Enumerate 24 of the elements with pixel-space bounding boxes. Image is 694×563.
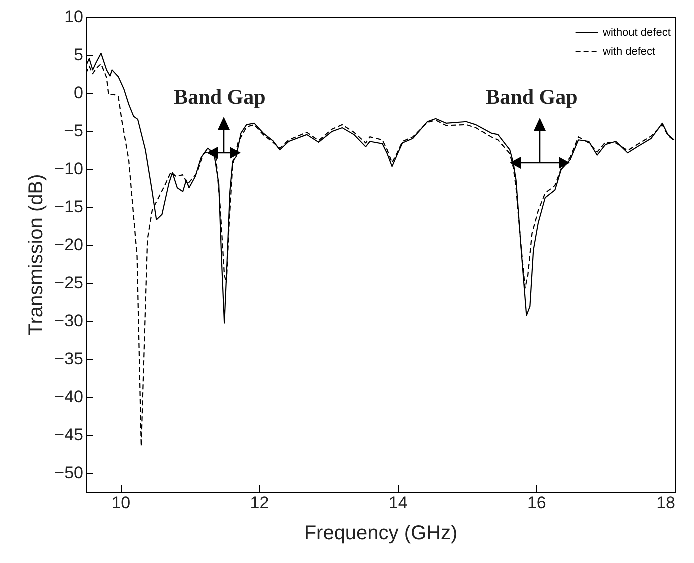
y-tick-label: −30 xyxy=(54,312,84,330)
x-tick-label: 18 xyxy=(656,494,676,512)
y-tick-label: 0 xyxy=(74,84,84,102)
y-tick-label: −50 xyxy=(54,464,84,482)
legend-label: with defect xyxy=(602,46,656,58)
x-axis-title: Frequency (GHz) xyxy=(304,522,458,544)
annotation: Band Gap xyxy=(174,85,266,109)
x-tick-label: 10 xyxy=(112,494,131,512)
y-tick-label: −45 xyxy=(54,426,84,444)
y-tick-label: −5 xyxy=(64,122,84,140)
x-tick-label: 12 xyxy=(250,494,270,512)
y-tick-label: 10 xyxy=(64,8,84,26)
y-tick-label: −20 xyxy=(54,236,84,254)
annotation: Band Gap xyxy=(486,85,578,109)
y-tick-label: −15 xyxy=(54,198,84,216)
y-tick-label: −40 xyxy=(54,388,84,406)
x-tick-label: 14 xyxy=(388,494,408,512)
y-tick-label: −25 xyxy=(54,274,84,292)
x-tick-label: 16 xyxy=(527,494,546,512)
legend-label: without defect xyxy=(602,27,671,39)
y-axis-title: Transmission (dB) xyxy=(26,174,48,336)
y-tick-label: −35 xyxy=(54,350,84,368)
y-tick-label: 5 xyxy=(74,46,84,64)
y-tick-label: −10 xyxy=(54,160,84,178)
